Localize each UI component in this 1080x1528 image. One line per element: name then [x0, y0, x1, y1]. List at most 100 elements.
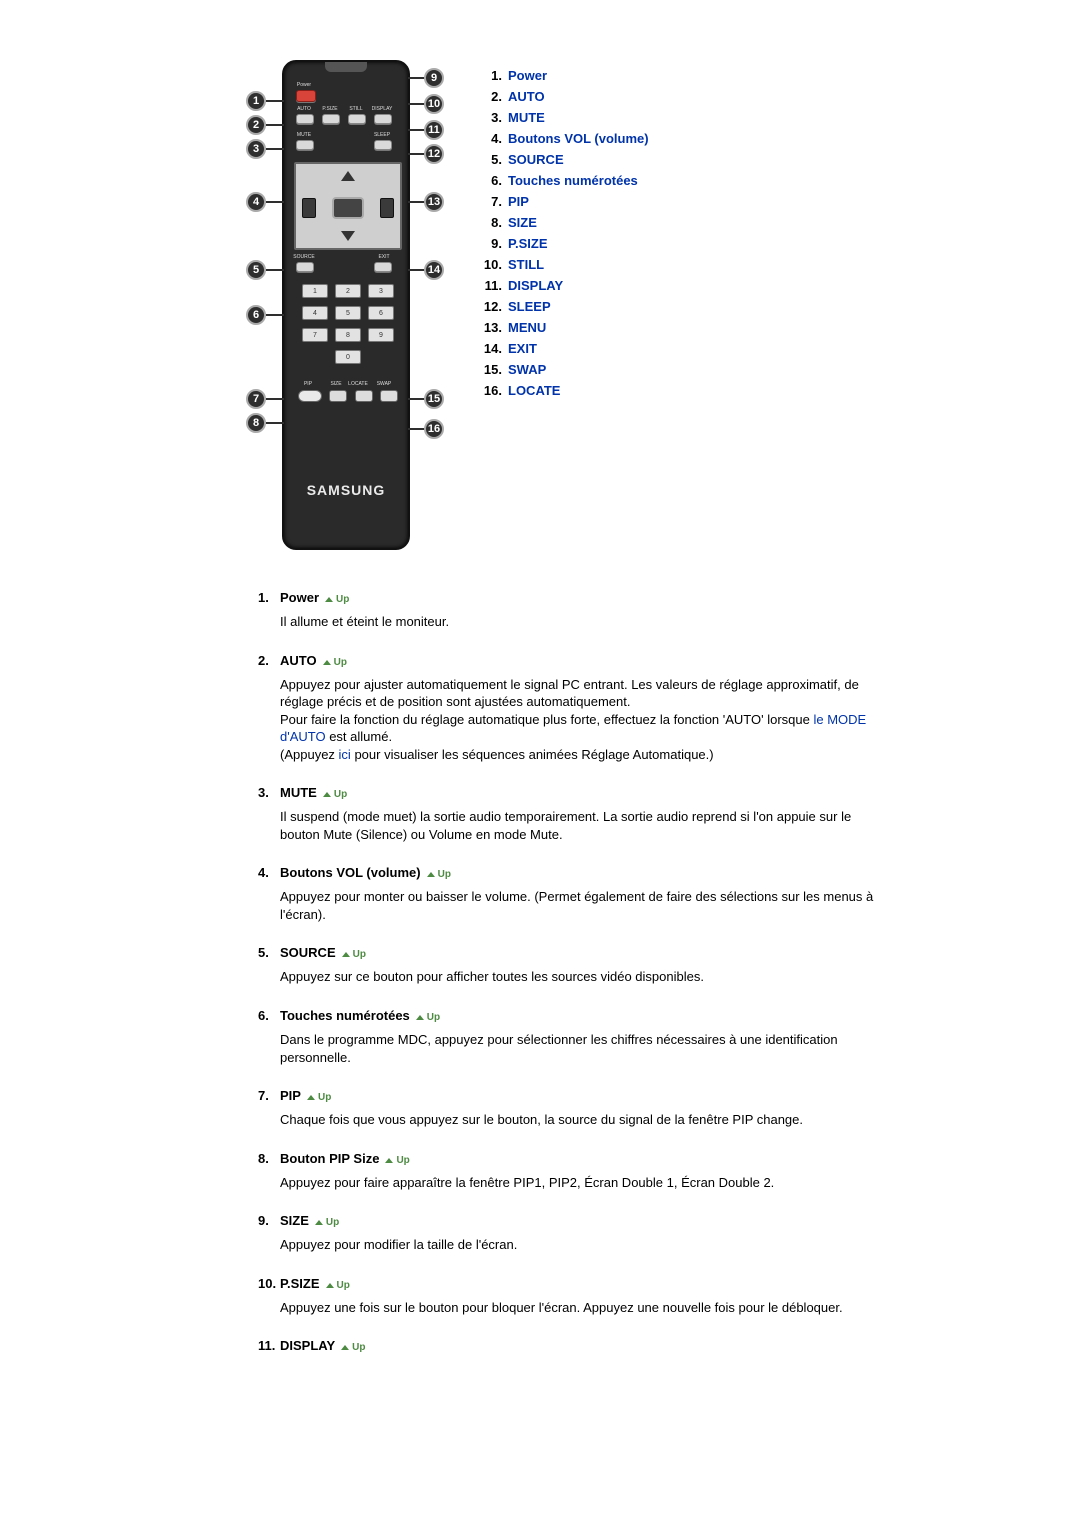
- detail-title: SIZE: [280, 1213, 309, 1228]
- legend-link[interactable]: AUTO: [508, 89, 545, 104]
- up-arrow-icon: [341, 1345, 349, 1350]
- detail-title: Power: [280, 590, 319, 605]
- legend-link[interactable]: P.SIZE: [508, 236, 548, 251]
- up-arrow-icon: [342, 952, 350, 957]
- legend-number: 1.: [476, 68, 502, 83]
- up-link[interactable]: Up: [323, 657, 347, 668]
- legend-number: 3.: [476, 110, 502, 125]
- legend-link[interactable]: STILL: [508, 257, 544, 272]
- legend-link[interactable]: DISPLAY: [508, 278, 563, 293]
- numpad-4: 4: [302, 306, 328, 320]
- up-arrow-icon: [341, 171, 355, 181]
- detail-item: 1.PowerUpIl allume et éteint le moniteur…: [258, 590, 876, 631]
- pip-locate-button: [355, 390, 373, 402]
- detail-item: 9.SIZEUpAppuyez pour modifier la taille …: [258, 1213, 876, 1254]
- detail-title: P.SIZE: [280, 1276, 320, 1291]
- label-psize: P.SIZE: [318, 106, 342, 112]
- legend-link[interactable]: MENU: [508, 320, 546, 335]
- detail-heading: 10.P.SIZE Up: [258, 1276, 876, 1291]
- up-link[interactable]: Up: [427, 869, 451, 880]
- legend-link[interactable]: MUTE: [508, 110, 545, 125]
- detail-number: 10.: [258, 1276, 280, 1291]
- detail-title: DISPLAY: [280, 1338, 335, 1353]
- legend-link[interactable]: LOCATE: [508, 383, 560, 398]
- detail-body: Dans le programme MDC, appuyez pour séle…: [280, 1031, 876, 1066]
- up-link[interactable]: Up: [326, 1280, 350, 1291]
- down-arrow-icon: [341, 231, 355, 241]
- detail-body: Chaque fois que vous appuyez sur le bout…: [280, 1111, 876, 1129]
- callout-badge-11: 11: [424, 120, 444, 140]
- detail-heading: 1.PowerUp: [258, 590, 876, 605]
- auto-button: [296, 114, 314, 124]
- detail-body: Il suspend (mode muet) la sortie audio t…: [280, 808, 876, 843]
- detail-item: 3.MUTEUp Il suspend (mode muet) la sortie…: [258, 785, 876, 843]
- up-arrow-icon: [385, 1158, 393, 1163]
- up-link[interactable]: Up: [315, 1217, 339, 1228]
- label-pip: PIP: [296, 381, 320, 387]
- legend-number: 14.: [476, 341, 502, 356]
- legend-link[interactable]: Power: [508, 68, 547, 83]
- menu-button: [332, 197, 364, 219]
- mode-auto-link[interactable]: le MODE d'AUTO: [280, 712, 866, 745]
- detail-item: 2.AUTOUpAppuyez pour ajuster automatique…: [258, 653, 876, 764]
- ici-link[interactable]: ici: [339, 747, 351, 762]
- detail-item: 7.PIPUpChaque fois que vous appuyez sur …: [258, 1088, 876, 1129]
- label-display: DISPLAY: [370, 106, 394, 112]
- remote-diagram: Power AUTO P.SIZE STILL DISPLAY MUTE SLE…: [246, 60, 446, 550]
- numpad-8: 8: [335, 328, 361, 342]
- up-link[interactable]: Up: [385, 1155, 409, 1166]
- callout-badge-4: 4: [246, 192, 266, 212]
- legend-row: 4.Boutons VOL (volume): [476, 131, 649, 146]
- legend-link[interactable]: SOURCE: [508, 152, 564, 167]
- pip-on-button: [298, 390, 322, 402]
- callout-badge-9: 9: [424, 68, 444, 88]
- callout-badge-13: 13: [424, 192, 444, 212]
- detail-number: 5.: [258, 945, 280, 960]
- detail-heading: 9.SIZE Up: [258, 1213, 876, 1228]
- detail-number: 11.: [258, 1338, 280, 1353]
- up-link[interactable]: Up: [307, 1092, 331, 1103]
- detail-heading: 3.MUTEUp: [258, 785, 876, 800]
- numpad-6: 6: [368, 306, 394, 320]
- callout-badge-5: 5: [246, 260, 266, 280]
- detail-title: AUTO: [280, 653, 317, 668]
- legend-link[interactable]: EXIT: [508, 341, 537, 356]
- numpad-3: 3: [368, 284, 394, 298]
- legend-link[interactable]: PIP: [508, 194, 529, 209]
- pip-size-button: [329, 390, 347, 402]
- up-link[interactable]: Up: [323, 789, 347, 800]
- detail-title: PIP: [280, 1088, 301, 1103]
- legend-link[interactable]: SLEEP: [508, 299, 551, 314]
- display-button: [374, 114, 392, 124]
- up-link-label: Up: [352, 1342, 365, 1353]
- pip-row: [298, 390, 398, 402]
- up-link[interactable]: Up: [416, 1012, 440, 1023]
- legend-row: 14. EXIT: [476, 341, 649, 356]
- numpad: 1 2 3 4 5 6 7 8 9 0: [302, 284, 394, 372]
- up-link[interactable]: Up: [325, 594, 349, 605]
- callout-badge-6: 6: [246, 305, 266, 325]
- legend-link[interactable]: SIZE: [508, 215, 537, 230]
- detail-number: 6.: [258, 1008, 280, 1023]
- legend-number: 12.: [476, 299, 502, 314]
- callout-badge-7: 7: [246, 389, 266, 409]
- legend-row: 1. Power: [476, 68, 649, 83]
- legend-number: 13.: [476, 320, 502, 335]
- source-button: [296, 262, 314, 272]
- exit-button: [374, 262, 392, 272]
- legend-link[interactable]: SWAP: [508, 362, 546, 377]
- callout-line-6: [266, 314, 284, 316]
- legend-number: 2.: [476, 89, 502, 104]
- detail-item: 5.SOURCEUpAppuyez sur ce bouton pour aff…: [258, 945, 876, 986]
- detail-number: 9.: [258, 1213, 280, 1228]
- up-link[interactable]: Up: [341, 1342, 365, 1353]
- detail-item: 10.P.SIZEUpAppuyez une fois sur le bouto…: [258, 1276, 876, 1317]
- callout-line-7: [266, 398, 284, 400]
- legend-link[interactable]: Boutons VOL (volume): [508, 131, 649, 146]
- legend-link[interactable]: Touches numérotées: [508, 173, 638, 188]
- detail-heading: 11.DISPLAY Up: [258, 1338, 876, 1353]
- up-link-label: Up: [318, 1092, 331, 1103]
- up-link[interactable]: Up: [342, 949, 366, 960]
- sleep-button: [374, 140, 392, 150]
- numpad-7: 7: [302, 328, 328, 342]
